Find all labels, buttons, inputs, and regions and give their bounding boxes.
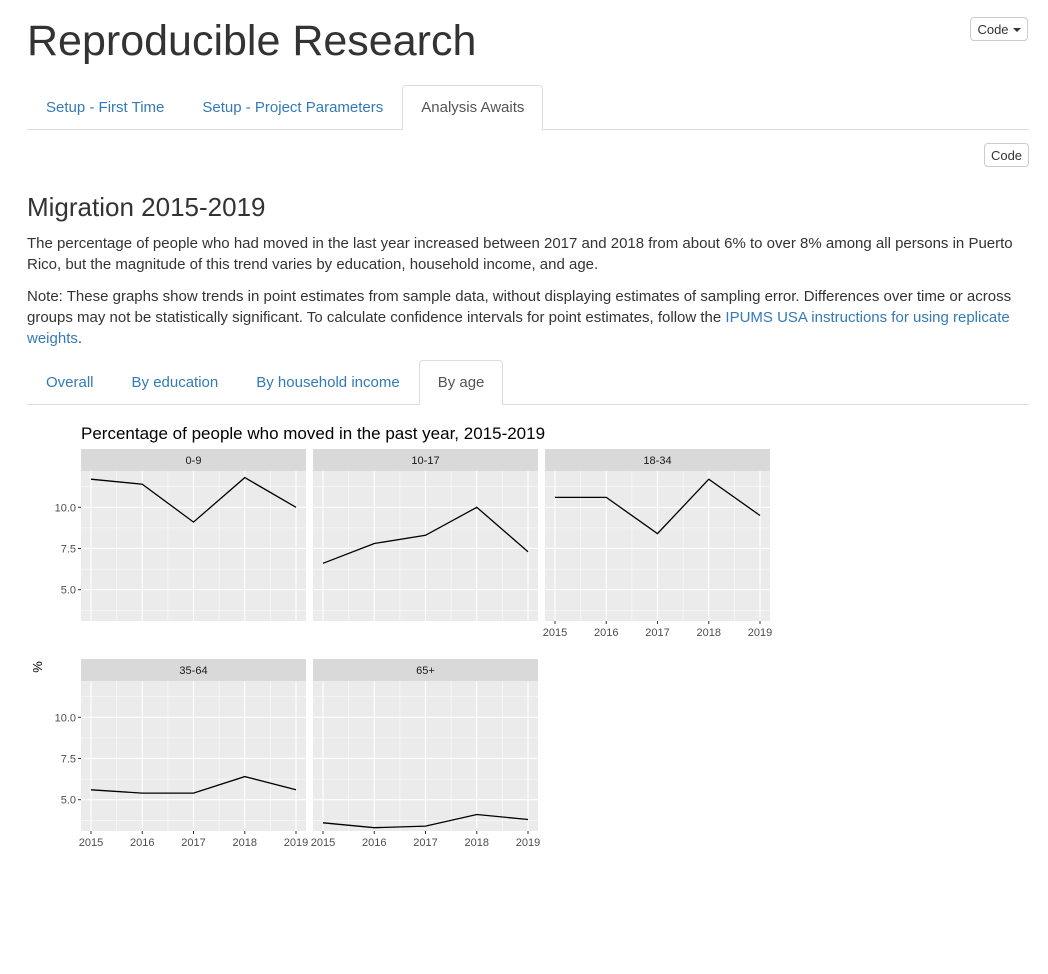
- series-line-18-34: [555, 478, 761, 535]
- x-tick-label: 2017: [645, 627, 669, 639]
- facet-strip: [313, 659, 538, 681]
- facet-strip-label: 0-9: [186, 455, 202, 467]
- intro-paragraph: The percentage of people who had moved i…: [27, 235, 1013, 273]
- series-line-65+: [322, 813, 529, 829]
- facet-strip-label: 35-64: [179, 665, 207, 677]
- facet-strip-label: 10-17: [411, 455, 439, 467]
- note-text: Note: These graphs show trends in point …: [27, 288, 1012, 326]
- top-tab-bar: Setup - First Time Setup - Project Param…: [27, 85, 1029, 130]
- tab-setup-project-parameters[interactable]: Setup - Project Parameters: [202, 99, 384, 116]
- tab-setup-first-time[interactable]: Setup - First Time: [46, 99, 165, 116]
- facet-strip: [313, 449, 538, 471]
- facet-strip: [81, 659, 306, 681]
- x-tick-label: 2019: [516, 837, 540, 849]
- note-paragraph: Note: These graphs show trends in point …: [27, 286, 1027, 349]
- y-tick-label: 7.5: [61, 543, 76, 555]
- tab-analysis-awaits[interactable]: Analysis Awaits: [402, 85, 544, 130]
- note-end: .: [77, 330, 83, 347]
- x-tick-label: 2015: [311, 837, 335, 849]
- tab-by-age[interactable]: By age: [418, 360, 504, 405]
- x-tick-label: 2018: [233, 837, 257, 849]
- y-tick-label: 7.5: [61, 753, 76, 765]
- tab-by-education[interactable]: By education: [131, 374, 219, 391]
- x-tick-label: 2017: [413, 837, 437, 849]
- x-tick-label: 2015: [543, 627, 567, 639]
- facet-grid: 0-9 5.0 7.5 10.0 10-17 18-34 2015 2016 2017 2018 2…: [55, 449, 772, 849]
- page-title: Reproducible Research: [27, 17, 477, 65]
- facet-strip: [81, 449, 306, 471]
- x-tick-label: 2016: [594, 627, 618, 639]
- code-dropdown-button[interactable]: Code: [970, 17, 1028, 41]
- x-tick-label: 2018: [697, 627, 721, 639]
- facet-strip-label: 18-34: [643, 455, 671, 467]
- x-tick-label: 2016: [130, 837, 154, 849]
- tab-overall[interactable]: Overall: [46, 374, 94, 391]
- section-heading: Migration 2015-2019: [27, 192, 266, 222]
- y-tick-label: 5.0: [61, 585, 76, 597]
- y-axis-label: %: [30, 661, 45, 673]
- tab-by-household-income[interactable]: By household income: [256, 374, 400, 391]
- x-tick-label: 2018: [465, 837, 489, 849]
- y-tick-label: 5.0: [61, 795, 76, 807]
- chart-title: Percentage of people who moved in the pa…: [81, 424, 545, 443]
- facet-strip: [545, 449, 770, 471]
- x-tick-label: 2019: [284, 837, 308, 849]
- y-tick-label: 10.0: [55, 712, 76, 724]
- sub-tab-bar: Overall By education By household income…: [27, 360, 1029, 405]
- x-tick-label: 2016: [362, 837, 386, 849]
- code-toggle-button[interactable]: Code: [984, 143, 1029, 167]
- y-tick-label: 10.0: [55, 502, 76, 514]
- facet-strip-label: 65+: [416, 665, 435, 677]
- series-line-35-64: [90, 775, 297, 794]
- series-line-0-9: [90, 476, 297, 523]
- x-tick-label: 2019: [748, 627, 772, 639]
- migration-by-age-chart: Percentage of people who moved in the pa…: [30, 424, 772, 849]
- x-tick-label: 2017: [181, 837, 205, 849]
- ipums-instructions-link[interactable]: IPUMS USA instructions for using replica…: [27, 309, 1010, 347]
- code-dropdown-label: Code: [977, 21, 1009, 37]
- series-line-10-17: [322, 506, 529, 564]
- caret-down-icon: [1012, 27, 1021, 32]
- x-tick-label: 2015: [79, 837, 103, 849]
